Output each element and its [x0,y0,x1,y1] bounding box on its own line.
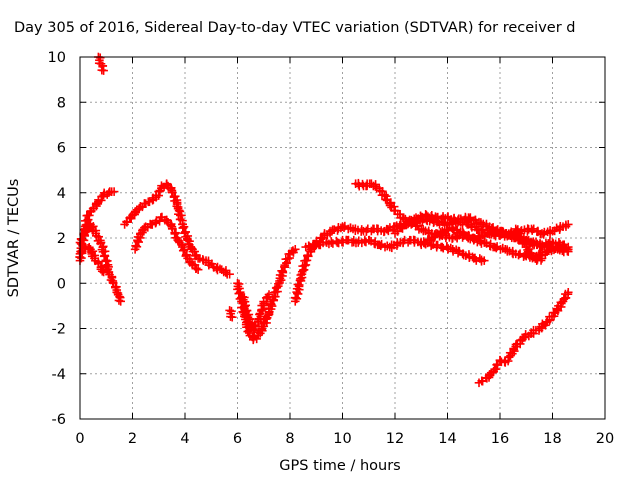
data-points [75,52,573,388]
y-tick-label: 8 [57,95,66,111]
series-16 [511,224,547,265]
data-point [193,265,203,274]
data-point [515,229,525,238]
data-point [227,312,237,322]
y-tick-label: -6 [52,412,66,428]
data-point [466,213,475,222]
data-point [563,245,573,254]
y-tick-label: 0 [57,276,66,292]
series-6 [130,212,203,274]
series-15 [416,223,573,262]
data-point [479,256,489,265]
data-point [225,269,234,279]
data-point [107,272,117,281]
x-tick-label: 12 [386,431,404,447]
data-point [487,224,497,233]
series-3 [75,242,108,277]
x-tick-label: 10 [333,431,351,447]
x-tick-label: 20 [596,431,614,447]
y-tick-label: -4 [52,367,66,383]
x-tick-label: 0 [75,431,84,447]
data-point [109,187,119,196]
series-10 [238,290,274,336]
data-point [488,223,498,232]
data-point [563,287,573,297]
data-point [177,211,186,220]
data-point [99,66,108,75]
data-point [190,260,200,270]
x-tick-label: 4 [180,431,189,447]
y-tick-label: 10 [48,50,66,66]
series-8 [225,306,237,322]
axis-ticks: 0 2 4 6 8 10 12 14 16 18 20 -6 -4 -2 0 2 4 6 8 10 [48,50,615,447]
series-5 [120,179,208,265]
x-tick-label: 16 [491,431,509,447]
series-7 [201,256,234,279]
series-12 [301,235,489,266]
data-point [420,238,429,248]
plot-frame [79,56,606,420]
y-tick-label: -2 [52,322,66,338]
y-tick-label: 6 [57,141,66,157]
x-tick-label: 14 [438,431,456,447]
x-tick-label: 18 [543,431,561,447]
series-17 [474,287,573,388]
y-tick-label: 4 [57,186,66,202]
data-point [533,255,542,264]
x-axis-label: GPS time / hours [279,458,400,474]
data-point [264,290,274,299]
chart-title: Day 305 of 2016, Sidereal Day-to-day VTE… [14,20,575,36]
data-point [98,61,108,71]
x-tick-label: 8 [285,431,294,447]
data-point [296,270,306,280]
data-point [563,220,573,229]
data-point [485,230,494,239]
series-14 [390,210,573,252]
data-point [235,287,245,297]
y-tick-label: 2 [57,231,66,247]
y-axis-label: SDTVAR / TECUs [6,179,22,298]
data-point [290,245,300,254]
x-tick-label: 6 [233,431,242,447]
x-tick-label: 2 [128,431,137,447]
data-point [99,267,108,277]
data-point [116,297,125,306]
data-point [537,254,547,263]
